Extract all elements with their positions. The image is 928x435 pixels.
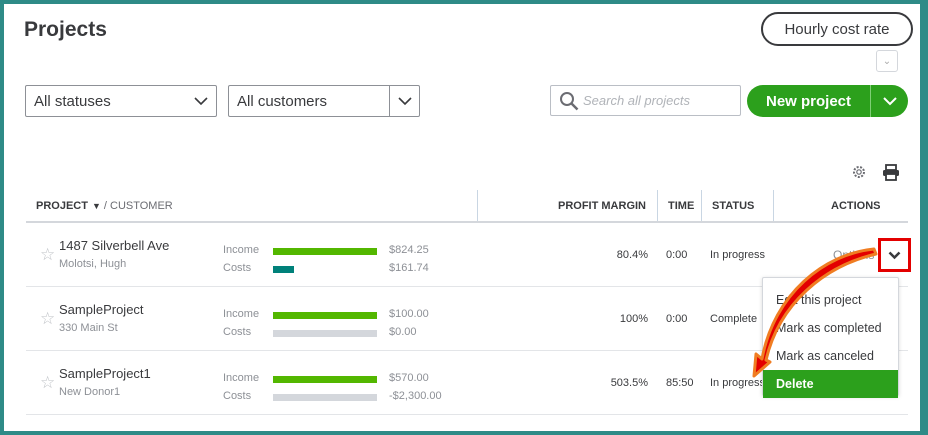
new-project-button[interactable]: New project	[747, 85, 908, 117]
income-amount: $100.00	[389, 308, 429, 320]
column-time[interactable]: TIME	[668, 200, 695, 212]
costs-amount: -$2,300.00	[389, 390, 442, 402]
income-bar	[273, 248, 377, 255]
status-filter[interactable]: All statuses	[25, 85, 217, 117]
actions-menu: Edit this project Mark as completed Mark…	[762, 277, 899, 398]
chevron-down-icon	[389, 86, 419, 116]
column-divider	[773, 190, 774, 222]
header-divider	[26, 221, 908, 223]
row-divider	[26, 286, 908, 287]
column-actions: ACTIONS	[831, 200, 881, 212]
column-divider	[477, 190, 478, 222]
gear-icon[interactable]	[851, 164, 867, 185]
new-project-dropdown[interactable]	[871, 85, 908, 117]
column-status[interactable]: STATUS	[712, 200, 755, 212]
customer-name: 330 Main St	[59, 322, 118, 334]
menu-item-delete[interactable]: Delete	[763, 370, 898, 398]
column-project-label: PROJECT	[36, 200, 88, 212]
costs-bar	[273, 394, 377, 401]
table-row[interactable]: ☆ SampleProject 330 Main St Income Costs…	[26, 287, 908, 351]
status: Complete	[710, 313, 758, 325]
search-icon	[560, 91, 579, 110]
menu-item-mark-completed[interactable]: Mark as completed	[776, 321, 882, 335]
income-amount: $570.00	[389, 372, 429, 384]
chevron-down-icon	[882, 96, 897, 105]
income-bar	[273, 376, 377, 383]
projects-page: Projects Hourly cost rate ⌄ All statuses…	[4, 4, 920, 431]
row-divider	[26, 350, 908, 351]
income-bar	[273, 312, 377, 319]
time: 0:00	[666, 249, 688, 261]
table-row[interactable]: ☆ SampleProject1 New Donor1 Income Costs…	[26, 351, 908, 415]
sort-desc-icon: ▼	[91, 201, 101, 211]
profit-margin: 100%	[619, 313, 648, 325]
income-amount: $824.25	[389, 244, 429, 256]
search-placeholder: Search all projects	[583, 93, 690, 108]
project-name[interactable]: SampleProject1	[59, 366, 151, 381]
status: In progress	[710, 249, 766, 261]
row-divider	[26, 414, 908, 415]
star-icon[interactable]: ☆	[40, 309, 56, 328]
customer-name: Molotsi, Hugh	[59, 258, 127, 270]
hourly-cost-rate-button[interactable]: Hourly cost rate	[761, 12, 913, 46]
table-row[interactable]: ☆ 1487 Silverbell Ave Molotsi, Hugh Inco…	[26, 223, 908, 287]
column-project[interactable]: PROJECT ▼ / CUSTOMER	[36, 190, 173, 222]
costs-bar	[273, 266, 294, 273]
income-label: Income	[223, 308, 260, 320]
options-link[interactable]: Options	[833, 248, 875, 262]
chevron-down-icon	[186, 86, 216, 116]
customer-filter[interactable]: All customers	[228, 85, 420, 117]
column-profit-margin[interactable]: PROFIT MARGIN	[558, 200, 646, 212]
menu-item-mark-canceled[interactable]: Mark as canceled	[776, 349, 874, 363]
costs-label: Costs	[223, 326, 252, 338]
costs-amount: $0.00	[389, 326, 417, 338]
new-project-label[interactable]: New project	[747, 85, 871, 117]
costs-label: Costs	[223, 390, 252, 402]
profit-margin: 503.5%	[610, 377, 648, 389]
profit-margin: 80.4%	[616, 249, 648, 261]
income-label: Income	[223, 372, 260, 384]
menu-item-edit-project[interactable]: Edit this project	[776, 293, 862, 307]
column-divider	[657, 190, 658, 222]
project-name[interactable]: SampleProject	[59, 302, 144, 317]
customer-name: New Donor1	[59, 386, 121, 398]
chevron-down-icon[interactable]: ⌄	[876, 50, 898, 72]
search-input[interactable]: Search all projects	[550, 85, 741, 116]
column-divider	[701, 190, 702, 222]
project-name[interactable]: 1487 Silverbell Ave	[59, 238, 170, 253]
status: In progress	[710, 377, 766, 389]
time: 85:50	[666, 377, 694, 389]
row-actions-dropdown[interactable]	[878, 238, 911, 272]
customer-filter-value: All customers	[237, 92, 328, 110]
status-filter-value: All statuses	[34, 92, 111, 110]
star-icon[interactable]: ☆	[40, 373, 56, 392]
costs-label: Costs	[223, 262, 252, 274]
costs-bar	[273, 330, 377, 337]
income-label: Income	[223, 244, 260, 256]
page-title: Projects	[24, 18, 107, 41]
chevron-down-icon	[888, 251, 901, 259]
print-icon[interactable]	[882, 164, 900, 186]
column-customer-label: / CUSTOMER	[103, 200, 173, 212]
costs-amount: $161.74	[389, 262, 429, 274]
star-icon[interactable]: ☆	[40, 245, 56, 264]
time: 0:00	[666, 313, 688, 325]
